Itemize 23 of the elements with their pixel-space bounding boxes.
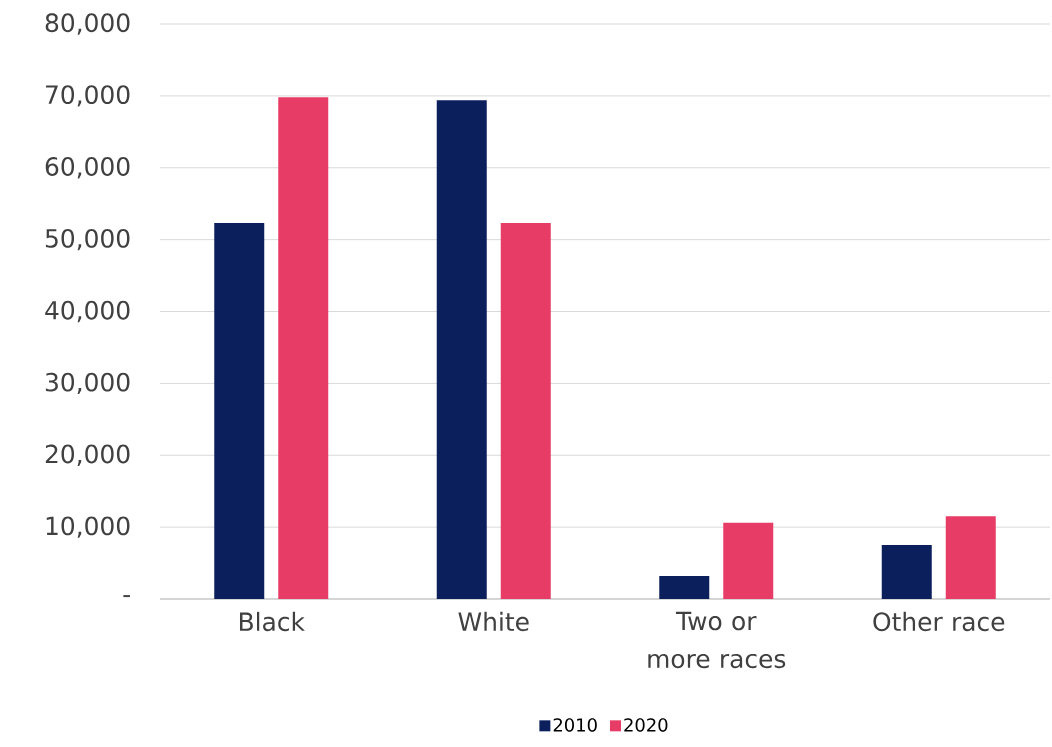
bar bbox=[278, 97, 329, 599]
bar bbox=[945, 516, 996, 599]
x-tick-label: White bbox=[458, 611, 529, 632]
bar bbox=[500, 223, 551, 599]
legend-label: 2010 bbox=[553, 718, 597, 732]
x-tick-label: Other race bbox=[873, 611, 1005, 632]
bar bbox=[214, 223, 265, 599]
y-tick-label: 10,000 bbox=[46, 516, 130, 538]
legend-label: 2020 bbox=[624, 718, 668, 732]
y-tick-label: 40,000 bbox=[45, 300, 130, 323]
y-tick-label: 70,000 bbox=[46, 85, 130, 107]
y-tick-label: 80,000 bbox=[45, 13, 130, 35]
y-tick-label: 20,000 bbox=[45, 444, 130, 466]
bar bbox=[723, 522, 774, 599]
x-tick-label: Two or more races bbox=[648, 611, 786, 669]
y-tick-label: 50,000 bbox=[45, 228, 130, 251]
bar bbox=[436, 100, 487, 599]
x-tick-label: Black bbox=[239, 611, 305, 632]
bar bbox=[659, 576, 710, 599]
y-tick-label: 60,000 bbox=[45, 157, 130, 179]
bar bbox=[881, 545, 932, 599]
y-tick-label: 30,000 bbox=[45, 372, 130, 395]
y-tick-label: - bbox=[123, 595, 130, 598]
